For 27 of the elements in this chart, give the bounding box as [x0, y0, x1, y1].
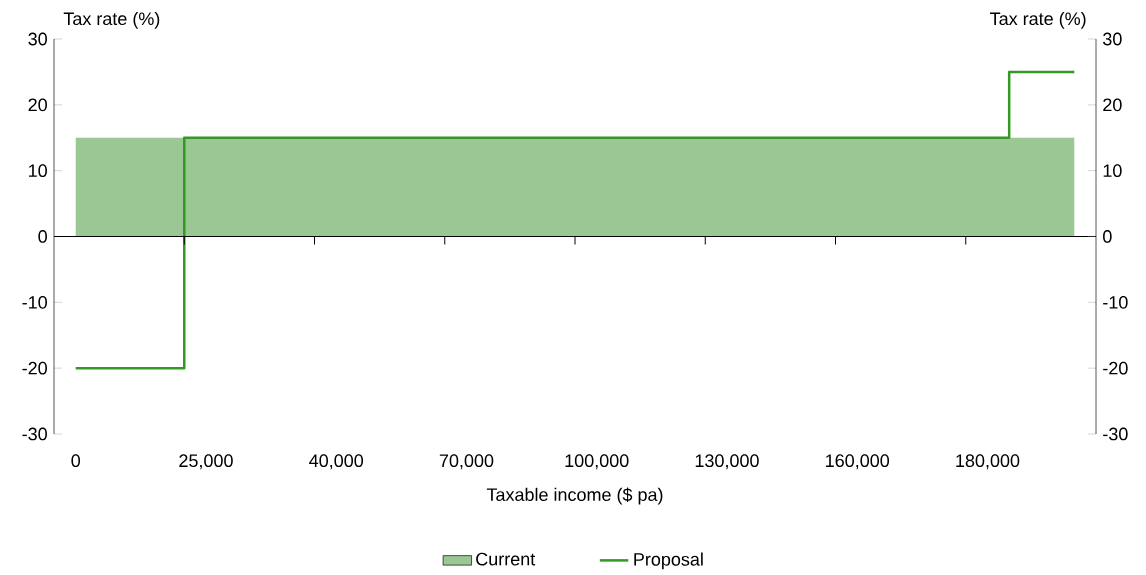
- legend-label: Proposal: [634, 552, 703, 570]
- x-tick-label: 100,000: [565, 454, 629, 470]
- y2-tick-label: 20: [1103, 98, 1122, 112]
- y-tick-label: 0: [38, 230, 47, 243]
- x-axis-title: Taxable income ($ pa): [486, 487, 663, 505]
- y-tick-label: -10: [22, 295, 47, 309]
- x-tick-label: 25,000: [179, 454, 233, 470]
- y-tick-label: -20: [22, 361, 47, 375]
- x-tick-label: 40,000: [309, 454, 364, 470]
- y-tick-label: 20: [28, 98, 47, 112]
- legend-label: Current: [476, 552, 536, 566]
- x-tick-label: 0: [71, 454, 81, 468]
- x-tick-label: 130,000: [695, 454, 759, 470]
- x-tick-label: 70,000: [439, 454, 494, 470]
- y-tick-label: 10: [29, 164, 47, 178]
- y-tick-label: -30: [22, 427, 47, 441]
- y2-tick-label: -10: [1103, 295, 1128, 309]
- y2-tick-label: 0: [1103, 230, 1112, 243]
- y2-axis-title: Tax rate (%): [990, 11, 1086, 29]
- y2-tick-label: 30: [1103, 32, 1122, 46]
- y-tick-label: 30: [28, 32, 47, 46]
- y2-tick-label: -20: [1103, 361, 1128, 375]
- y2-tick-label: -30: [1103, 427, 1128, 441]
- y2-tick-label: 10: [1103, 164, 1122, 178]
- x-tick-label: 160,000: [826, 454, 890, 470]
- x-tick-label: 180,000: [956, 454, 1020, 470]
- y-axis-title: Tax rate (%): [63, 11, 160, 29]
